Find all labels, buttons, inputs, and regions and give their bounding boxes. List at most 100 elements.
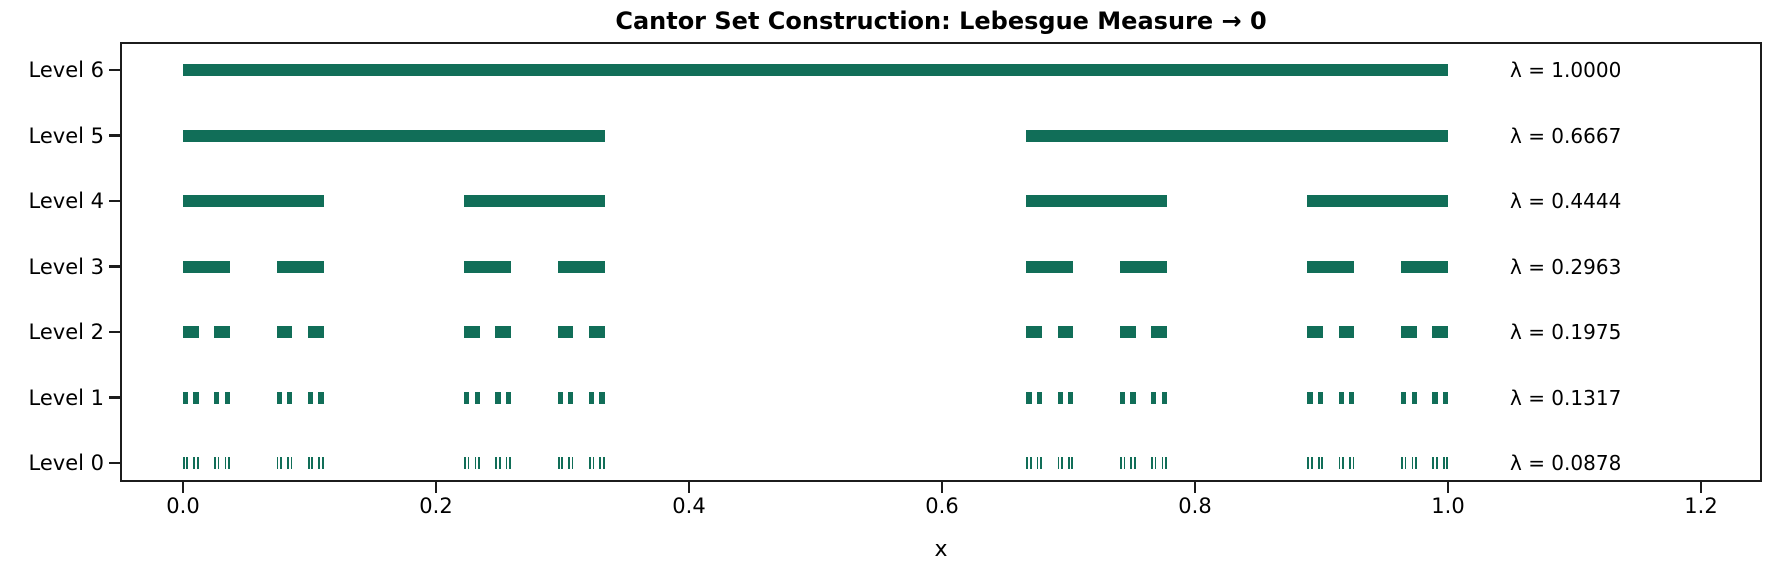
- cantor-interval-bar: [568, 391, 574, 404]
- cantor-interval-bar: [307, 391, 314, 404]
- cantor-interval-bar: [1026, 260, 1074, 273]
- cantor-interval-bar: [276, 326, 293, 338]
- cantor-interval-bar: [1411, 391, 1417, 404]
- x-tick-mark: [1699, 482, 1703, 493]
- cantor-interval-bar: [287, 457, 289, 469]
- cantor-interval-bar: [495, 457, 498, 469]
- cantor-interval-bar: [1401, 326, 1417, 338]
- cantor-interval-bar: [183, 391, 189, 404]
- x-tick-mark: [940, 482, 944, 493]
- y-tick-mark: [109, 330, 120, 334]
- cantor-interval-bar: [495, 326, 511, 338]
- cantor-interval-bar: [568, 457, 570, 469]
- cantor-interval-bar: [183, 195, 324, 207]
- cantor-interval-bar: [1151, 457, 1153, 469]
- cantor-interval-bar: [1130, 457, 1133, 469]
- cantor-interval-bar: [474, 457, 477, 469]
- cantor-interval-bar: [1310, 457, 1313, 469]
- lambda-measure-label: λ = 0.4444: [1510, 189, 1622, 213]
- cantor-interval-bar: [1120, 457, 1122, 469]
- x-tick-label: 0.0: [166, 494, 200, 518]
- cantor-interval-bar: [1026, 195, 1167, 207]
- cantor-interval-bar: [589, 326, 605, 338]
- cantor-interval-bar: [214, 457, 216, 469]
- x-tick-label: 1.0: [1431, 494, 1465, 518]
- cantor-interval-bar: [505, 457, 508, 469]
- cantor-interval-bar: [1307, 260, 1355, 273]
- cantor-interval-bar: [1130, 391, 1136, 404]
- x-tick-label: 0.8: [1178, 494, 1212, 518]
- cantor-interval-bar: [1057, 457, 1060, 469]
- y-tick-label: Level 6: [28, 58, 104, 82]
- cantor-interval-bar: [224, 391, 230, 404]
- y-tick-mark: [109, 265, 120, 268]
- cantor-interval-bar: [592, 457, 595, 469]
- cantor-interval-bar: [1401, 260, 1448, 273]
- cantor-interval-bar: [1338, 391, 1344, 404]
- cantor-interval-bar: [1026, 391, 1032, 404]
- cantor-interval-bar: [214, 391, 220, 404]
- y-tick-label: Level 2: [28, 320, 104, 344]
- x-tick-mark: [1446, 482, 1450, 493]
- cantor-interval-bar: [509, 457, 511, 469]
- y-tick-mark: [109, 199, 120, 203]
- cantor-interval-bar: [1415, 457, 1417, 469]
- cantor-interval-bar: [1338, 326, 1355, 338]
- x-tick-label: 0.4: [672, 494, 706, 518]
- cantor-interval-bar: [228, 457, 230, 469]
- cantor-interval-bar: [1120, 260, 1167, 273]
- cantor-interval-bar: [1026, 457, 1029, 469]
- cantor-interval-bar: [318, 391, 324, 404]
- cantor-interval-bar: [464, 326, 480, 338]
- cantor-interval-bar: [1026, 326, 1042, 338]
- cantor-interval-bar: [1154, 457, 1157, 469]
- cantor-interval-bar: [602, 457, 605, 469]
- cantor-interval-bar: [1401, 391, 1407, 404]
- cantor-interval-bar: [1307, 195, 1448, 207]
- cantor-interval-bar: [571, 457, 574, 469]
- cantor-interval-bar: [1432, 326, 1448, 338]
- cantor-interval-bar: [307, 457, 310, 469]
- x-tick-mark: [181, 482, 185, 493]
- cantor-interval-bar: [1161, 457, 1164, 469]
- cantor-interval-bar: [1404, 457, 1407, 469]
- cantor-interval-bar: [183, 260, 230, 273]
- cantor-interval-bar: [1342, 457, 1344, 469]
- cantor-interval-bar: [1317, 391, 1324, 404]
- cantor-interval-bar: [307, 326, 324, 338]
- x-tick-label: 1.2: [1684, 494, 1718, 518]
- y-tick-label: Level 0: [28, 451, 104, 475]
- cantor-interval-bar: [1352, 457, 1355, 469]
- cantor-interval-bar: [474, 391, 480, 404]
- lambda-measure-label: λ = 1.0000: [1510, 58, 1622, 82]
- x-tick-mark: [1193, 482, 1197, 493]
- lambda-measure-label: λ = 0.1975: [1510, 320, 1622, 344]
- cantor-interval-bar: [1061, 457, 1063, 469]
- cantor-interval-bar: [183, 64, 1448, 76]
- cantor-interval-bar: [193, 457, 196, 469]
- cantor-interval-bar: [276, 391, 282, 404]
- y-tick-mark: [109, 68, 120, 72]
- x-tick-label: 0.6: [925, 494, 959, 518]
- cantor-interval-bar: [217, 457, 220, 469]
- cantor-interval-bar: [1442, 391, 1448, 404]
- cantor-interval-bar: [495, 391, 501, 404]
- cantor-interval-bar: [290, 457, 293, 469]
- cantor-interval-bar: [276, 260, 324, 273]
- cantor-interval-bar: [464, 457, 466, 469]
- cantor-interval-bar: [1057, 326, 1074, 338]
- cantor-interval-bar: [1411, 457, 1414, 469]
- cantor-interval-bar: [477, 457, 480, 469]
- cantor-interval-bar: [1307, 457, 1310, 469]
- cantor-interval-bar: [183, 129, 605, 142]
- y-tick-mark: [109, 461, 120, 465]
- cantor-interval-bar: [557, 391, 564, 404]
- cantor-interval-bar: [1040, 457, 1042, 469]
- cantor-interval-bar: [196, 457, 199, 469]
- lambda-measure-label: λ = 0.2963: [1510, 254, 1622, 279]
- cantor-interval-bar: [599, 457, 602, 469]
- x-tick-mark: [687, 482, 691, 493]
- cantor-interval-bar: [1321, 457, 1324, 469]
- lambda-measure-label: λ = 0.1317: [1510, 385, 1622, 410]
- cantor-interval-bar: [1349, 391, 1355, 404]
